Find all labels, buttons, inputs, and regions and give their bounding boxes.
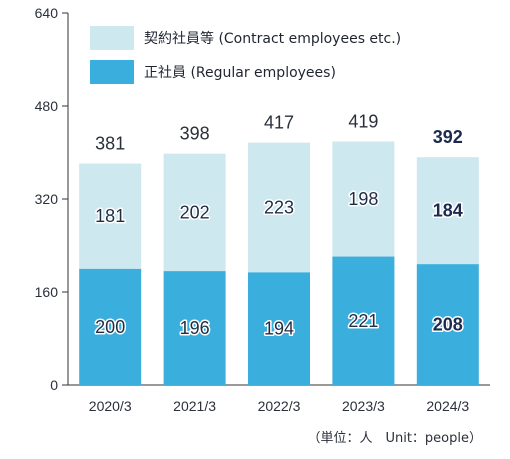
data-label-regular: 208 [433,315,463,335]
data-label-contract: 202 [180,202,210,222]
x-tick-label: 2020/3 [89,398,132,414]
legend-label: 契約社員等 (Contract employees etc.) [144,30,401,47]
bar-contract-2021-3 [163,153,226,272]
bar-contract-2020-3 [79,163,142,269]
total-label: 417 [264,113,294,133]
total-label: 381 [95,134,125,154]
bar-contract-2023-3 [332,141,395,257]
bar-regular-2024-3 [416,264,479,385]
y-tick-label: 480 [35,98,59,114]
data-label-contract: 184 [433,201,463,221]
x-tick-label: 2022/3 [258,398,301,414]
data-label-contract: 198 [348,189,378,209]
data-label-regular: 194 [264,319,294,339]
total-label: 419 [348,111,378,131]
y-tick-label: 640 [35,5,59,21]
bar-contract-2024-3 [416,157,479,265]
y-tick-label: 160 [35,284,59,300]
total-label: 398 [180,124,210,144]
legend-label: 正社員 (Regular employees) [144,65,336,81]
bars: 200 181 381 2020/3 196 202 398 2021/3 194 223 417 2… [79,111,479,414]
data-label-contract: 223 [264,197,294,217]
bar-contract-2022-3 [248,142,310,273]
x-tick-label: 2024/3 [426,398,469,414]
data-label-regular: 221 [348,311,378,331]
x-tick-label: 2021/3 [173,398,216,414]
legend-swatch [90,26,134,50]
total-label: 392 [433,127,463,147]
y-tick-label: 320 [35,191,59,207]
bar-regular-2021-3 [163,271,226,385]
data-label-regular: 200 [95,317,125,337]
legend-swatch [90,60,134,84]
bar-regular-2023-3 [332,256,395,385]
data-label-regular: 196 [180,318,210,338]
x-tick-label: 2023/3 [342,398,385,414]
unit-note: （単位：人 Unit：people） [307,430,482,446]
axes: 0 160 320 480 640 [35,5,490,393]
legend: 契約社員等 (Contract employees etc.) 正社員 (Regu… [90,26,401,84]
bar-regular-2020-3 [79,268,142,385]
data-label-contract: 181 [95,206,125,226]
y-tick-label: 0 [50,377,58,393]
bar-regular-2022-3 [248,272,310,385]
